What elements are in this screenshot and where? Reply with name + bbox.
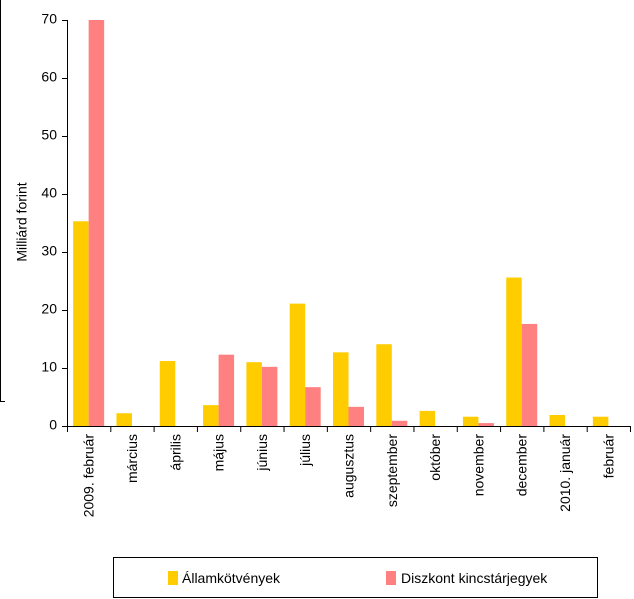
bar-diszkont-9 [478, 423, 494, 426]
bar-diszkont-10 [521, 323, 538, 426]
y-tick-label: 70 [41, 11, 57, 27]
legend-swatch-diszkont [386, 571, 396, 585]
y-tick-label: 10 [41, 359, 57, 375]
y-tick-labels: 0 10 20 30 40 50 60 70 [41, 11, 57, 433]
bar-diszkont-0 [88, 20, 105, 426]
legend-swatch-allamkotvenyek [168, 571, 178, 585]
legend-label-diszkont: Diszkont kincstárjegyek [401, 570, 548, 586]
bar-allamkotvenyek-4 [246, 362, 262, 426]
x-tick-label: december [514, 434, 530, 497]
x-tick-label: február [600, 434, 616, 479]
bar-diszkont-7 [391, 420, 408, 426]
bars-layer [73, 20, 609, 426]
x-tick-label: augusztus [341, 434, 357, 498]
legend-label-allamkotvenyek: Államkötvények [182, 570, 281, 586]
bar-allamkotvenyek-8 [419, 410, 436, 426]
bar-allamkotvenyek-2 [159, 361, 176, 426]
x-tick-label: 2010. január [557, 434, 573, 512]
x-tick-label: április [167, 434, 183, 471]
bar-diszkont-4 [261, 366, 278, 426]
x-tick-label: július [297, 434, 313, 467]
x-tick-label: május [211, 434, 227, 471]
x-tick-label: március [124, 434, 140, 483]
x-tick-label: október [427, 434, 443, 481]
bar-allamkotvenyek-12 [592, 416, 609, 426]
axes-layer [62, 20, 631, 432]
bar-allamkotvenyek-3 [203, 405, 219, 426]
bar-diszkont-6 [348, 406, 364, 426]
bar-allamkotvenyek-1 [116, 413, 132, 426]
legend: Államkötvények Diszkont kincstárjegyek [113, 557, 598, 598]
bar-allamkotvenyek-11 [549, 414, 566, 426]
x-tick-label: június [254, 434, 270, 472]
bar-allamkotvenyek-10 [506, 277, 522, 426]
bar-allamkotvenyek-7 [376, 344, 392, 426]
bar-allamkotvenyek-6 [333, 352, 349, 426]
y-tick-label: 60 [41, 69, 57, 85]
y-tick-label: 50 [41, 127, 57, 143]
y-axis-title: Milliárd forint [14, 182, 30, 261]
x-tick-label: szeptember [384, 434, 400, 507]
bar-diszkont-3 [218, 354, 235, 426]
bar-allamkotvenyek-5 [289, 303, 306, 426]
x-tick-label: 2009. február [81, 434, 97, 518]
bar-allamkotvenyek-9 [462, 416, 479, 426]
y-tick-label: 0 [49, 417, 57, 433]
bar-diszkont-5 [305, 387, 321, 426]
y-tick-label: 40 [41, 185, 57, 201]
legend-box [113, 557, 598, 598]
x-tick-label: november [470, 434, 486, 497]
y-tick-label: 30 [41, 243, 57, 259]
bar-allamkotvenyek-0 [73, 221, 89, 426]
x-tick-labels: 2009. február március április május június jú… [81, 434, 617, 518]
y-tick-label: 20 [41, 301, 57, 317]
